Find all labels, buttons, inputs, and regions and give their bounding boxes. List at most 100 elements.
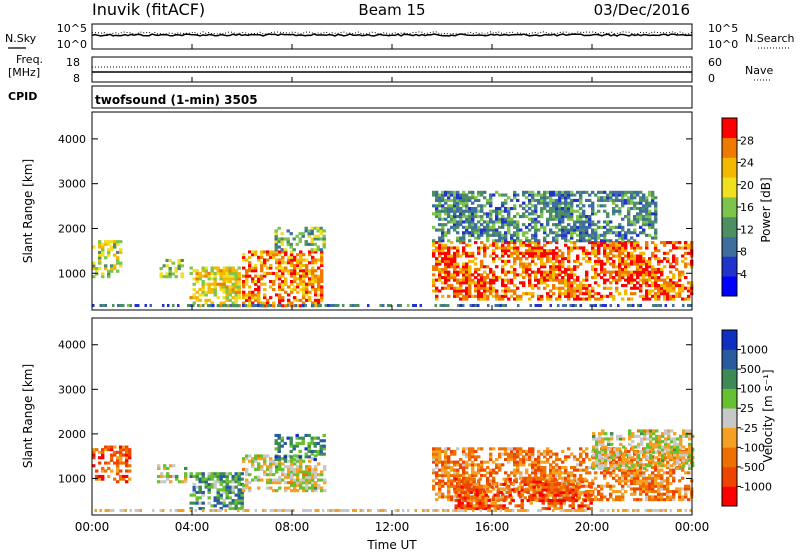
heatmap-cell [435,249,438,252]
heatmap-cell [465,453,468,456]
heatmap-cell [601,467,604,470]
heatmap-cell [302,437,305,440]
heatmap-cell [522,194,525,197]
heatmap-cell [444,471,447,474]
heatmap-cell [438,469,441,472]
heatmap-cell [597,246,600,249]
heatmap-cell [552,237,555,240]
heatmap-cell [546,458,549,461]
heatmap-cell [435,289,438,292]
heatmap-cell [293,248,296,251]
heatmap-cell [633,279,636,282]
heatmap-cell [190,267,193,270]
heatmap-cell [621,239,624,242]
heatmap-cell [275,243,278,246]
heatmap-cell [492,289,495,292]
heatmap-cell [447,466,450,469]
heatmap-cell [618,231,621,234]
heatmap-cell [675,257,678,260]
heatmap-cell [275,275,278,278]
heatmap-cell [600,260,603,263]
heatmap-cell [513,215,516,218]
heatmap-cell [320,280,323,283]
heatmap-cell [507,255,510,258]
heatmap-cell [572,504,575,507]
heatmap-cell [462,281,465,284]
heatmap-cell [654,273,657,276]
heatmap-cell [308,283,311,286]
heatmap-cell [119,451,122,454]
heatmap-cell [299,253,302,256]
heatmap-cell [226,486,229,489]
heatmap-cell [311,275,314,278]
heatmap-cell [648,273,651,276]
heatmap-cell [678,295,681,298]
heatmap-cell [667,432,670,435]
heatmap-cell [636,234,639,237]
heatmap-cell [302,253,305,256]
heatmap-cell [575,488,578,491]
heatmap-cell [465,265,468,268]
heatmap-cell [673,440,676,443]
heatmap-cell [314,304,317,307]
heatmap-cell [465,271,468,274]
heatmap-cell [525,252,528,255]
heatmap-cell [232,499,235,502]
heatmap-cell [281,267,284,270]
heatmap-cell [606,287,609,290]
heatmap-cell [464,491,467,494]
heatmap-cell [205,272,208,275]
heatmap-cell [296,299,299,302]
heatmap-cell [471,447,474,450]
heatmap-cell [603,191,606,194]
heatmap-cell [299,232,302,235]
heatmap-cell [600,196,603,199]
heatmap-cell [441,466,444,469]
heatmap-cell [591,287,594,290]
heatmap-cell [681,289,684,292]
heatmap-cell [639,265,642,268]
heatmap-cell [597,260,600,263]
heatmap-cell [561,292,564,295]
heatmap-cell [524,488,527,491]
heatmap-cell [178,267,181,270]
heatmap-cell [435,207,438,210]
heatmap-cell [232,488,235,491]
cpid-program: twofsound (1-min) 3505 [95,93,258,107]
heatmap-cell [516,273,519,276]
heatmap-cell [438,210,441,213]
heatmap-cell [217,267,220,270]
heatmap-cell [474,263,477,266]
heatmap-cell [610,456,613,459]
heatmap-cell [654,268,657,271]
heatmap-cell [609,226,612,229]
station-title: Inuvik (fitACF) [92,0,205,19]
heatmap-cell [104,470,107,473]
heatmap-cell [622,446,625,449]
colorbar-swatch [722,256,737,276]
heatmap-cell [555,252,558,255]
heatmap-cell [642,298,645,301]
heatmap-cell [483,287,486,290]
heatmap-cell [573,279,576,282]
heatmap-cell [621,471,624,474]
heatmap-cell [522,202,525,205]
heatmap-cell [441,257,444,260]
heatmap-cell [594,239,597,242]
heatmap-cell [633,471,636,474]
heatmap-cell [435,229,438,232]
heatmap-cell [612,260,615,263]
heatmap-cell [685,448,688,451]
heatmap-cell [444,244,447,247]
heatmap-cell [477,292,480,295]
heatmap-cell [278,277,281,280]
heatmap-cell [317,280,320,283]
heatmap-cell [482,496,485,499]
heatmap-cell [637,454,640,457]
heatmap-cell [278,445,281,448]
heatmap-cell [525,191,528,194]
heatmap-cell [459,271,462,274]
heatmap-cell [110,456,113,459]
heatmap-cell [217,304,220,307]
heatmap-cell [663,292,666,295]
